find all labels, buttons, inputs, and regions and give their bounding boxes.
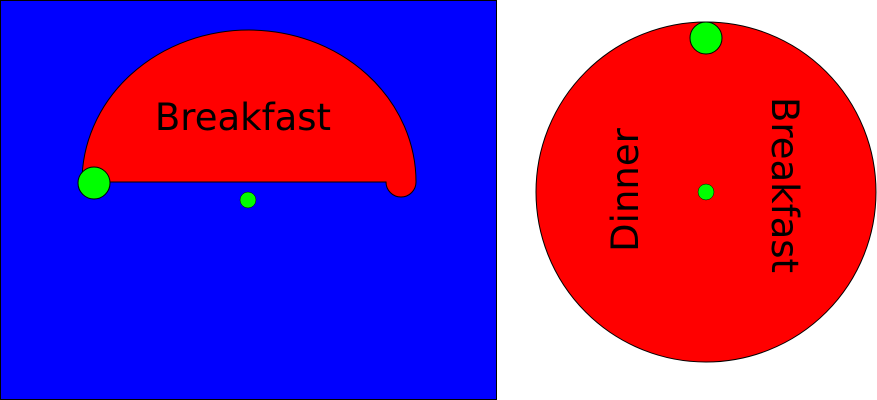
dinner-label: Dinner bbox=[604, 127, 647, 251]
top-point-marker bbox=[689, 21, 723, 55]
breakfast-label: Breakfast bbox=[763, 97, 806, 273]
half-disc-shape bbox=[81, 29, 417, 198]
half-disc-label: Breakfast bbox=[155, 96, 331, 139]
disc-center-marker bbox=[697, 183, 715, 201]
center-point-marker bbox=[239, 191, 257, 209]
start-point-marker bbox=[77, 166, 111, 200]
